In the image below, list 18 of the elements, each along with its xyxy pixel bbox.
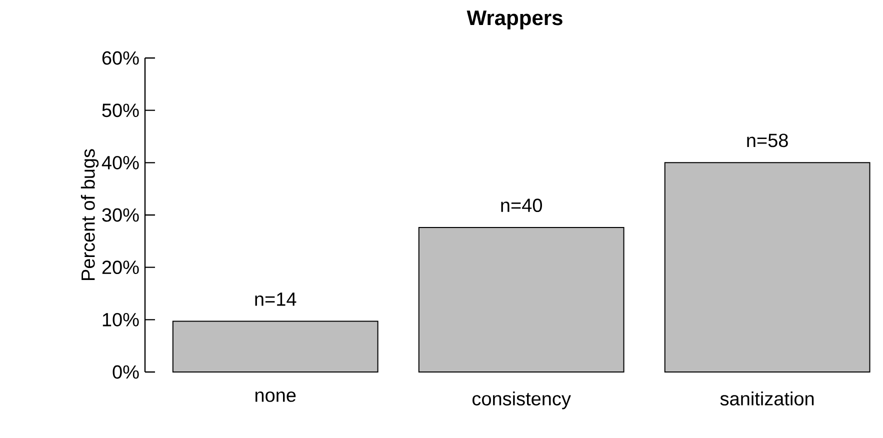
y-tick-label: 20% bbox=[102, 260, 139, 274]
y-tick-label: 40% bbox=[102, 156, 139, 170]
bar bbox=[418, 227, 624, 372]
annotation: n=58 bbox=[747, 134, 788, 148]
y-tick-label: 50% bbox=[102, 104, 139, 118]
x-tick-label: sanitization bbox=[720, 392, 814, 406]
x-tick-label: none bbox=[256, 392, 296, 402]
x-tick-label: consistency bbox=[472, 392, 571, 410]
annotation: n=14 bbox=[255, 292, 296, 306]
y-axis-title: Percent of bugs bbox=[80, 149, 99, 280]
y-tick-label: 10% bbox=[102, 312, 139, 326]
y-tick-label: 0% bbox=[112, 365, 139, 379]
chart-title: Wrappers bbox=[466, 10, 562, 30]
y-tick-label: 60% bbox=[102, 51, 139, 65]
bar bbox=[664, 162, 870, 372]
bar bbox=[172, 320, 378, 372]
annotation: n=40 bbox=[501, 198, 542, 212]
y-tick-label: 30% bbox=[102, 208, 139, 222]
